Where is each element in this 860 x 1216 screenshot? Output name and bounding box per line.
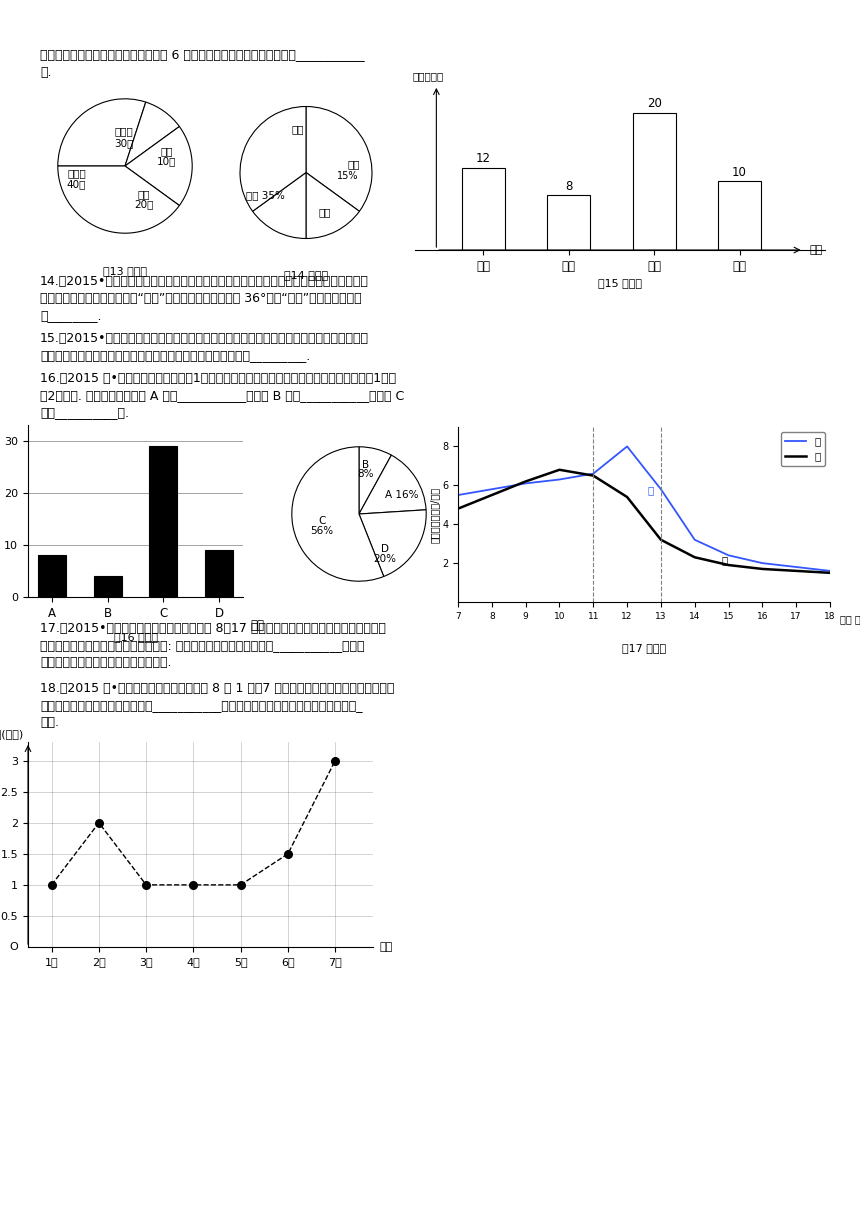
Title: （14 题图）: （14 题图） xyxy=(284,270,328,280)
Title: （17 题图）: （17 题图） xyxy=(622,643,666,653)
Text: 篮球: 篮球 xyxy=(138,190,150,199)
Text: 男: 男 xyxy=(648,485,654,495)
Text: C: C xyxy=(318,516,326,525)
Wedge shape xyxy=(125,126,192,206)
Text: 年龄 岁: 年龄 岁 xyxy=(840,614,860,625)
Text: 个不完整的扇形统计图，其中“其他”部分所对应的圆心角是 36°，则“步行”部分所占百分比: 个不完整的扇形统计图，其中“其他”部分所对应的圆心角是 36°，则“步行”部分所… xyxy=(40,292,361,305)
Bar xyxy=(206,550,233,597)
Text: 17.（2015•通州区一模）生物学研究表明在 8－17 岁期间，男女生身高增长速度规律呈现如: 17.（2015•通州区一模）生物学研究表明在 8－17 岁期间，男女生身高增长… xyxy=(40,623,386,635)
Text: 8: 8 xyxy=(565,180,573,193)
Title: （13 题图）: （13 题图） xyxy=(103,265,147,276)
Text: （2）所示. 根据统计图可得选 A 的有___________人，选 B 的有___________人，选 C: （2）所示. 根据统计图可得选 A 的有___________人，选 B 的有_… xyxy=(40,389,404,402)
Text: 图所示，请你观察此图，回答下列问题: 男生身高增长速度的巅峰期是___________岁，在: 图所示，请你观察此图，回答下列问题: 男生身高增长速度的巅峰期是________… xyxy=(40,638,365,652)
Text: 56%: 56% xyxy=(310,525,334,536)
Bar xyxy=(548,195,590,250)
Bar xyxy=(718,181,761,250)
Wedge shape xyxy=(58,98,145,167)
Bar xyxy=(94,576,121,597)
Text: 班级: 班级 xyxy=(809,244,823,255)
Bar xyxy=(38,556,65,597)
Text: 选项: 选项 xyxy=(250,619,264,632)
Text: 岁时男生女生的身高增长速度是一样的.: 岁时男生女生的身高增长速度是一样的. xyxy=(40,655,171,669)
Text: 羽毛球的人数比最喜欢乒乓球的人数少 6 人，则该校被调查的学生总人数为___________: 羽毛球的人数比最喜欢乒乓球的人数少 6 人，则该校被调查的学生总人数为_____… xyxy=(40,47,365,61)
Text: 的有__________人.: 的有__________人. xyxy=(40,406,129,420)
Text: 8%: 8% xyxy=(358,469,374,479)
Bar xyxy=(633,113,675,250)
Wedge shape xyxy=(359,446,391,514)
Title: （16 题图）: （16 题图） xyxy=(114,632,157,642)
Text: 15.（2015•黄浦区二模）某校八年级共四个班，各班寒假外出旅游的学生人数如图所示，那: 15.（2015•黄浦区二模）某校八年级共四个班，各班寒假外出旅游的学生人数如图… xyxy=(40,332,369,345)
Y-axis label: 增长速度（厘米/年）: 增长速度（厘米/年） xyxy=(429,486,439,542)
Text: 10％: 10％ xyxy=(157,157,176,167)
Text: 15%: 15% xyxy=(337,171,359,181)
Text: 16.（2015 春•和平区期末）七年级（1）班在一次数学抽测中某道选择题的答题情况如图（1），: 16.（2015 春•和平区期末）七年级（1）班在一次数学抽测中某道选择题的答题… xyxy=(40,372,396,385)
Text: 10: 10 xyxy=(732,167,747,179)
Text: 14.（2015•玉林）某校对学生上学方式进行了一次抽样调查，并根据此次调查结果绘制了一: 14.（2015•玉林）某校对学生上学方式进行了一次抽样调查，并根据此次调查结果… xyxy=(40,275,369,288)
Bar xyxy=(150,446,177,597)
Text: 20％: 20％ xyxy=(134,199,153,209)
Text: 女: 女 xyxy=(722,556,728,565)
Text: 12: 12 xyxy=(476,152,491,165)
Legend: 男, 女: 男, 女 xyxy=(781,432,825,466)
Text: 其他: 其他 xyxy=(347,159,359,169)
Text: 名.: 名. xyxy=(40,66,52,79)
Wedge shape xyxy=(292,446,384,581)
Bar xyxy=(462,168,505,250)
Text: 其它: 其它 xyxy=(161,146,173,156)
Text: 40％: 40％ xyxy=(67,179,86,190)
Wedge shape xyxy=(125,102,180,167)
Wedge shape xyxy=(306,107,372,212)
Wedge shape xyxy=(58,167,180,233)
Text: 时间(小时): 时间(小时) xyxy=(0,728,24,739)
Text: 30％: 30％ xyxy=(114,139,133,148)
Text: 是________.: 是________. xyxy=(40,309,101,322)
Wedge shape xyxy=(359,510,427,576)
Text: 浩同学一天中自主学习时间最长是___________小时，这七天平均每天的自主学习时间是_: 浩同学一天中自主学习时间最长是___________小时，这七天平均每天的自主学… xyxy=(40,699,363,713)
Text: 月份: 月份 xyxy=(379,942,392,952)
Text: 20%: 20% xyxy=(373,554,396,564)
Text: 乒乓球: 乒乓球 xyxy=(67,168,86,178)
Text: 羽毛球: 羽毛球 xyxy=(114,126,133,136)
Y-axis label: 人数: 人数 xyxy=(0,503,2,518)
Text: 小时.: 小时. xyxy=(40,716,59,730)
Text: 骑车 35%: 骑车 35% xyxy=(246,191,285,201)
Text: B: B xyxy=(362,460,369,469)
Text: 18.（2015 春•南昌期末）如图是小浩同学 8 月 1 日～7 日每天的自主学习时间统计图，则小: 18.（2015 春•南昌期末）如图是小浩同学 8 月 1 日～7 日每天的自主… xyxy=(40,682,395,696)
Wedge shape xyxy=(359,455,426,514)
Text: O: O xyxy=(9,942,18,952)
Wedge shape xyxy=(240,107,306,212)
Text: A 16%: A 16% xyxy=(384,490,418,500)
Text: 么三班外出旅游学生人数占全年级外出旅游学生人数的百分比为_________.: 么三班外出旅游学生人数占全年级外出旅游学生人数的百分比为_________. xyxy=(40,349,310,362)
Text: D: D xyxy=(380,544,389,554)
Text: 步行: 步行 xyxy=(292,124,304,135)
Title: （15 题图）: （15 题图） xyxy=(598,278,642,288)
Text: 20: 20 xyxy=(647,97,661,111)
Text: 乘车: 乘车 xyxy=(318,207,331,218)
Wedge shape xyxy=(306,173,359,238)
Text: 人数（人）: 人数（人） xyxy=(412,72,444,81)
Wedge shape xyxy=(253,173,306,238)
